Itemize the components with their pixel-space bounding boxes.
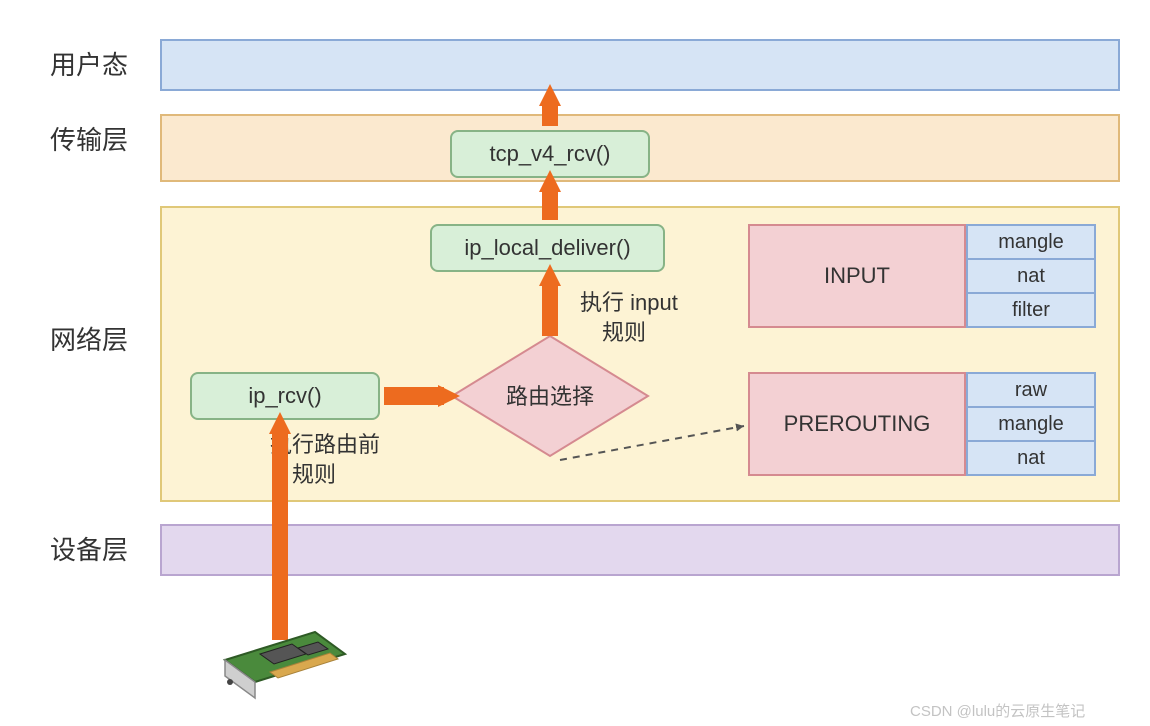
input-cell-0: mangle <box>966 224 1096 260</box>
input-rule-annotation: 执行 input 规则 <box>580 288 678 347</box>
input-rule-line1: 执行 input <box>580 290 678 315</box>
layer-label-device: 设备层 <box>50 530 128 567</box>
prerouting-cell-0: raw <box>966 372 1096 408</box>
preroute-line1: 执行路由前 <box>270 432 380 457</box>
nic-icon <box>200 620 350 710</box>
prerouting-table: PREROUTING raw mangle nat <box>748 372 1096 476</box>
input-table: INPUT mangle nat filter <box>748 224 1096 328</box>
preroute-annotation: 执行路由前 规则 <box>270 430 380 489</box>
watermark: CSDN @lulu的云原生笔记 <box>910 700 1085 721</box>
layer-label-transport: 传输层 <box>50 120 128 157</box>
tcp-rcv-box: tcp_v4_rcv() <box>450 130 650 178</box>
prerouting-table-left: PREROUTING <box>748 372 966 476</box>
user-band <box>160 39 1120 91</box>
input-table-right: mangle nat filter <box>966 224 1096 328</box>
ip-rcv-label: ip_rcv() <box>248 383 321 409</box>
ip-local-deliver-label: ip_local_deliver() <box>464 235 630 261</box>
tcp-rcv-label: tcp_v4_rcv() <box>489 141 610 167</box>
input-rule-line2: 规则 <box>580 320 646 345</box>
input-table-left: INPUT <box>748 224 966 328</box>
svg-text:路由选择: 路由选择 <box>506 384 594 409</box>
input-table-label: INPUT <box>824 263 890 289</box>
ip-local-deliver-box: ip_local_deliver() <box>430 224 665 272</box>
prerouting-cell-1: mangle <box>966 406 1096 442</box>
prerouting-table-label: PREROUTING <box>784 411 931 437</box>
layer-label-user: 用户态 <box>50 45 128 82</box>
input-cell-2: filter <box>966 292 1096 328</box>
input-cell-1: nat <box>966 258 1096 294</box>
ip-rcv-box: ip_rcv() <box>190 372 380 420</box>
layer-label-network: 网络层 <box>50 320 128 357</box>
preroute-line2: 规则 <box>270 462 336 487</box>
prerouting-table-right: raw mangle nat <box>966 372 1096 476</box>
prerouting-cell-2: nat <box>966 440 1096 476</box>
routing-diamond: 路由选择 <box>452 336 648 456</box>
device-band <box>160 524 1120 576</box>
